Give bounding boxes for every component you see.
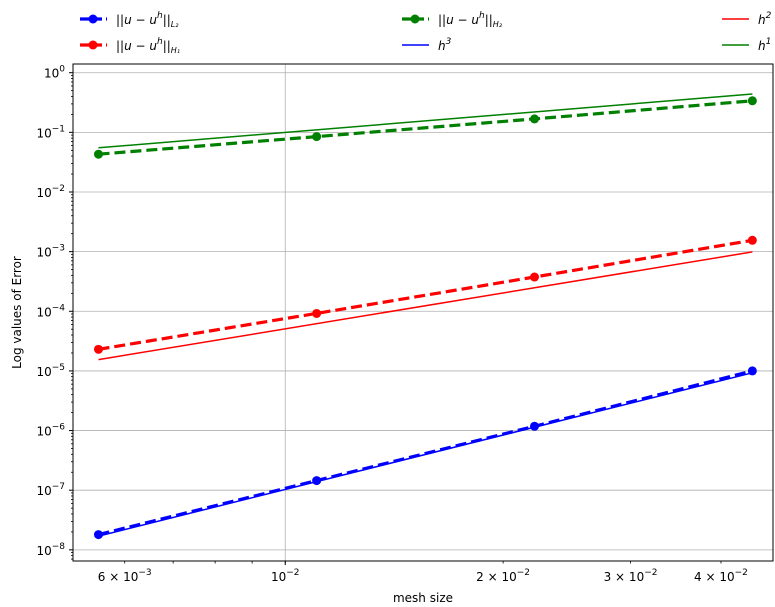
data-point	[93, 530, 103, 540]
error-series-line	[98, 369, 753, 537]
reference-line	[98, 93, 753, 149]
series-3	[98, 372, 753, 537]
series-1	[93, 235, 757, 354]
legend: ||u − uh||L₂ ||u − uh||H₁ ||u − uh||H₂ h3 h2…	[80, 11, 772, 55]
x-tick-label: 6 × 10−3	[98, 568, 152, 584]
data-point	[747, 235, 757, 245]
legend-item: h3	[402, 37, 452, 53]
series-0	[93, 366, 757, 540]
legend-label: ||u − uh||H₂	[438, 11, 503, 29]
x-axis-ticks: 6 × 10−3 10−2 2 × 10−2 3 × 10−2 4 × 10−2	[98, 561, 748, 584]
legend-item: h1	[722, 37, 771, 53]
y-tick-label: 10−8	[36, 542, 65, 558]
data-point	[93, 149, 103, 159]
legend-item: ||u − uh||L₂	[80, 11, 179, 29]
y-axis-label: Log values of Error	[10, 256, 24, 369]
data-point	[529, 272, 539, 282]
legend-label: h2	[758, 11, 772, 27]
reference-line	[98, 372, 753, 537]
data-point	[93, 344, 103, 354]
legend-label: h3	[438, 37, 452, 53]
y-tick-label: 10−5	[36, 363, 65, 379]
plot-series	[93, 93, 757, 540]
legend-label: ||u − uh||L₂	[116, 11, 179, 29]
data-point	[312, 132, 322, 142]
series-4	[98, 251, 753, 361]
data-point	[529, 114, 539, 124]
legend-item: ||u − uh||H₂	[402, 11, 503, 29]
plot-frame	[72, 63, 774, 562]
legend-item: ||u − uh||H₁	[80, 37, 180, 55]
legend-marker	[88, 14, 98, 24]
legend-marker	[410, 14, 420, 24]
x-tick-label: 3 × 10−2	[604, 568, 658, 584]
data-point	[312, 308, 322, 318]
x-tick-label: 2 × 10−2	[476, 568, 530, 584]
y-tick-label: 10−7	[36, 482, 65, 498]
error-series-line	[98, 99, 753, 156]
y-tick-label: 100	[44, 65, 65, 81]
error-series-line	[98, 238, 753, 351]
series-2	[93, 96, 757, 159]
y-tick-label: 10−4	[36, 303, 65, 319]
reference-line	[98, 251, 753, 361]
grid	[73, 64, 773, 561]
data-point	[747, 96, 757, 106]
x-axis-label: mesh size	[393, 591, 453, 605]
y-tick-label: 10−6	[36, 423, 65, 439]
y-tick-label: 10−2	[36, 184, 65, 200]
y-axis-ticks: 100 10−1 10−2 10−3 10−4 10−5 10−6 10−7 10−8	[36, 65, 73, 560]
legend-marker	[88, 40, 98, 50]
y-tick-label: 10−3	[36, 244, 65, 260]
legend-item: h2	[722, 11, 772, 27]
y-tick-label: 10−1	[36, 124, 65, 140]
series-5	[98, 93, 753, 149]
legend-label: ||u − uh||H₁	[116, 37, 180, 55]
x-tick-label: 10−2	[271, 568, 300, 584]
x-tick-label: 4 × 10−2	[694, 568, 748, 584]
legend-label: h1	[758, 37, 771, 53]
